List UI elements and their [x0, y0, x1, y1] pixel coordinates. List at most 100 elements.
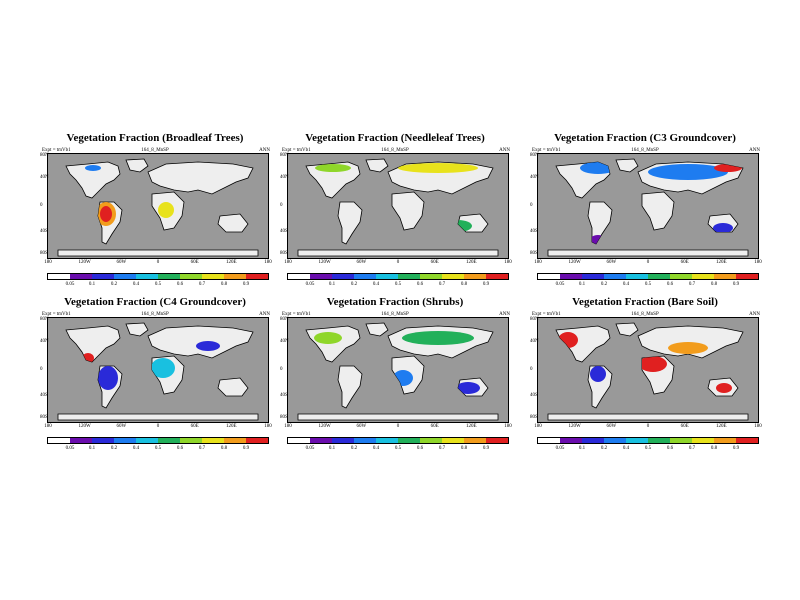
case-label: 164_8_MnSP: [141, 312, 169, 317]
colorbar: [287, 273, 509, 280]
land-antarctica: [57, 249, 259, 257]
latitude-tick-label: 40S: [530, 393, 538, 398]
latitude-tick-label: 80S: [40, 415, 48, 420]
longitude-tick-label: 120E: [716, 260, 727, 265]
land-greenland: [125, 158, 149, 173]
colorbar-tick-label: 0.4: [372, 446, 380, 451]
land-greenland: [615, 158, 639, 173]
colorbar-swatch: [332, 274, 354, 279]
colorbar-swatch: [464, 274, 486, 279]
colorbar-tick-label: 0.7: [198, 446, 206, 451]
colorbar: [537, 437, 759, 444]
latitude-tick-label: 40N: [280, 339, 289, 344]
case-label: 164_8_MnSP: [631, 312, 659, 317]
latitude-tick-label: 40S: [40, 229, 48, 234]
colorbar-swatch: [202, 274, 224, 279]
colorbar-swatch: [354, 274, 376, 279]
colorbar-tick-label: 0.8: [460, 446, 468, 451]
latitude-tick-label: 0: [40, 367, 43, 372]
colorbar-tick-label: 0.2: [350, 282, 358, 287]
map-plot: [287, 317, 509, 423]
colorbar-swatch: [692, 274, 714, 279]
longitude-tick-label: 0: [156, 260, 160, 265]
land-greenland: [125, 322, 149, 337]
latitude-tick-label: 80N: [530, 317, 539, 322]
colorbar-swatch: [224, 274, 246, 279]
colorbar-swatch: [714, 274, 736, 279]
colorbar-tick-label: 0.2: [110, 282, 118, 287]
vegetation-fraction-field: [82, 341, 220, 390]
map-svg: [48, 154, 268, 258]
colorbar-tick-label: 0.1: [328, 282, 336, 287]
colorbar-tick-label: 0.4: [132, 446, 140, 451]
colorbar-tick-label: 0.9: [242, 282, 250, 287]
experiment-label: Expt = tmVb1: [282, 312, 311, 317]
latitude-tick-label: 80S: [280, 251, 288, 256]
vegetation-fraction-field: [85, 165, 232, 226]
colorbar-tick-label: 0.4: [372, 282, 380, 287]
latitude-tick-label: 40N: [530, 175, 539, 180]
fraction-region: [398, 163, 478, 173]
longitude-tick-label: 60E: [680, 260, 689, 265]
longitude-tick-label: 60W: [606, 260, 617, 265]
latitude-tick-label: 80N: [530, 153, 539, 158]
colorbar-swatch: [136, 274, 158, 279]
colorbar-swatch: [420, 274, 442, 279]
fraction-region: [716, 383, 732, 393]
case-label: 164_8_MnSP: [381, 148, 409, 153]
longitude-tick-label: 180: [504, 424, 512, 429]
longitude-tick-label: 60W: [116, 424, 127, 429]
colorbar-swatch: [538, 438, 560, 443]
colorbar-swatch: [398, 274, 420, 279]
colorbar-tick-label: 0.6: [176, 282, 184, 287]
colorbar-tick-label: 0.7: [198, 282, 206, 287]
colorbar-swatch: [398, 438, 420, 443]
land-namerica: [65, 325, 121, 363]
colorbar-swatch: [420, 438, 442, 443]
colorbar-tick-label: 0.9: [732, 282, 740, 287]
latitude-tick-label: 80N: [280, 153, 289, 158]
colorbar-tick-label: 0.7: [688, 282, 696, 287]
map-plot: [287, 153, 509, 259]
longitude-tick-label: 180: [754, 260, 762, 265]
fraction-region: [590, 366, 606, 382]
colorbar-swatch: [736, 274, 758, 279]
colorbar-swatch: [626, 274, 648, 279]
panel-title: Vegetation Fraction (C4 Groundcover): [64, 296, 246, 308]
colorbar-swatch: [246, 274, 268, 279]
longitude-tick-label: 60W: [356, 424, 367, 429]
longitude-tick-label: 120E: [226, 424, 237, 429]
colorbar-tick-label: 0.1: [88, 282, 96, 287]
fraction-region: [158, 202, 174, 218]
longitude-tick-label: 60W: [356, 260, 367, 265]
land-australia: [217, 377, 249, 397]
colorbar-tick-label: 0.5: [154, 446, 162, 451]
colorbar-tick-label: 0.9: [482, 446, 490, 451]
colorbar-swatch: [48, 274, 70, 279]
vegetation-fraction-field: [558, 332, 732, 393]
latitude-tick-label: 0: [280, 367, 283, 372]
colorbar-swatch: [582, 438, 604, 443]
fraction-region: [639, 356, 667, 372]
land-antarctica: [547, 249, 749, 257]
colorbar: [287, 437, 509, 444]
map-panel: Vegetation Fraction (C4 Groundcover) Expt…: [40, 296, 272, 456]
season-label: ANN: [259, 148, 270, 153]
longitude-tick-label: 180: [44, 424, 52, 429]
colorbar-tick-label: 0.8: [220, 282, 228, 287]
longitude-tick-label: 0: [646, 260, 650, 265]
colorbar-swatch: [648, 438, 670, 443]
land-greenland: [615, 322, 639, 337]
longitude-tick-label: 120E: [466, 260, 477, 265]
map-svg: [48, 318, 268, 422]
colorbar-tick-label: 0.7: [688, 446, 696, 451]
experiment-label: Expt = tmVb1: [42, 312, 71, 317]
colorbar-swatch: [354, 438, 376, 443]
colorbar-swatch: [288, 438, 310, 443]
colorbar-swatch: [486, 438, 508, 443]
colorbar-swatch: [288, 274, 310, 279]
map-svg: [288, 318, 508, 422]
longitude-tick-label: 120W: [568, 424, 581, 429]
colorbar-tick-label: 0.05: [65, 446, 75, 451]
colorbar-tick-label: 0.8: [460, 282, 468, 287]
